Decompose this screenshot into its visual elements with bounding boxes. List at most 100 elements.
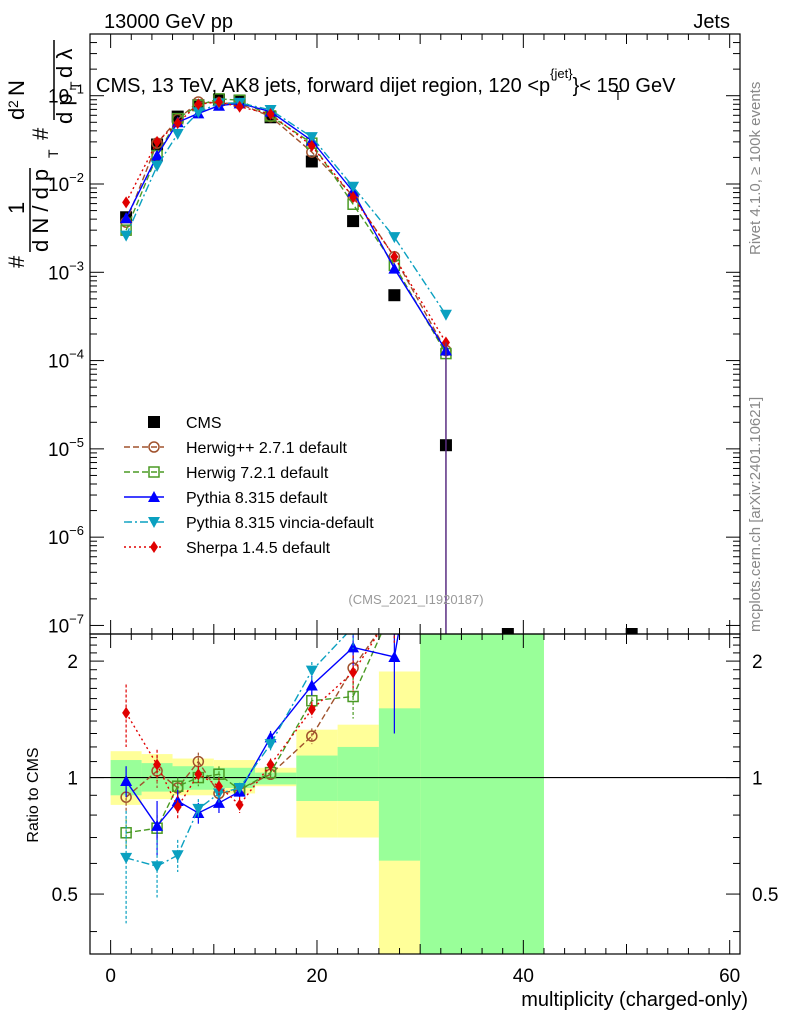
series-4-main-point-9 [388, 232, 401, 244]
ylabel-N2: N [4, 80, 29, 96]
series-5-ratio-point-1 [153, 758, 162, 771]
ratio-band-green-4 [255, 772, 297, 785]
series-5-ratio-point-4 [214, 780, 223, 793]
analysis-id-label: (CMS_2021_I1920187) [348, 592, 483, 607]
series-2-ratio-point-8 [347, 690, 359, 703]
series-0-main-point-8 [347, 215, 360, 228]
series-4-ratio-point-2 [171, 850, 184, 862]
ratio-uncertainty-bands [110, 634, 544, 954]
main-y-tick-label-0: 10−7 [48, 611, 84, 637]
ratio-y-tick-label-l-1: 1 [67, 769, 78, 790]
series-5-main-point-7 [307, 139, 316, 152]
series-3-ratio-point-9 [388, 650, 401, 662]
ylabel-dN: d N / d p [28, 169, 53, 252]
legend-marker-3 [148, 491, 160, 502]
x-axis-label: multiplicity (charged-only) [521, 989, 748, 1011]
side-rivet-label: Rivet 4.1.0, ≥ 100k events [747, 82, 764, 255]
main-series-group [120, 93, 638, 634]
series-5-ratio-line [125, 634, 379, 809]
ratio-panel-frame [89, 633, 741, 955]
series-5-main-point-4 [214, 95, 223, 108]
series-4-ratio-point-0 [120, 852, 133, 864]
ylabel-one: 1 [4, 202, 29, 214]
ratio-y-tick-label-l-0: 0.5 [52, 885, 78, 906]
series-0-main-point-11 [501, 628, 514, 634]
series-5-ratio-point-10 [442, 322, 450, 334]
header-left-label: 13000 GeV pp [104, 11, 233, 33]
series-5-ratio-point-8 [349, 666, 358, 679]
series-5-main-point-1 [153, 135, 162, 148]
series-2-main-line [125, 98, 447, 354]
series-5-ratio-point-7 [307, 703, 316, 716]
x-tick-label-20: 20 [306, 966, 327, 987]
ratio-series-group [120, 201, 452, 924]
series-4-main-point-1 [151, 160, 164, 172]
series-4-ratio-point-7 [305, 665, 318, 677]
series-4-ratio-point-5 [233, 782, 246, 794]
ylabel-hash1: # [4, 255, 29, 268]
series-4-ratio-point-10 [440, 201, 452, 212]
legend-marker-4 [148, 517, 160, 528]
series-5-main-point-3 [194, 98, 203, 111]
legend-label-3: Pythia 8.315 default [186, 490, 328, 507]
ylabel-dp: d p [52, 93, 77, 124]
legend-label-1: Herwig++ 2.7.1 default [186, 440, 348, 457]
ylabel-d2N: d [4, 108, 29, 120]
series-3-ratio-point-0 [120, 774, 133, 786]
series-4-ratio-point-1 [151, 861, 164, 873]
series-5-ratio-point-5 [235, 798, 244, 811]
legend-label-5: Sherpa 1.4.5 default [186, 540, 331, 557]
legend-marker-5 [150, 541, 158, 553]
legend-label-2: Herwig 7.2.1 default [186, 465, 329, 482]
series-3-main-point-1 [151, 149, 164, 161]
legend-marker-0 [148, 416, 160, 428]
series-4-ratio-point-8 [347, 622, 359, 633]
series-5-ratio-point-6 [266, 758, 275, 771]
series-3-main-point-9 [388, 262, 401, 274]
series-5-main-point-6 [266, 108, 275, 121]
series-4-ratio-point-6 [264, 739, 277, 751]
series-5-ratio-point-0 [122, 706, 131, 719]
series-3-ratio-point-1 [151, 819, 164, 831]
series-3-main-line [125, 102, 447, 351]
x-tick-label-0: 0 [105, 966, 116, 987]
legend-marker-2 [148, 466, 160, 478]
ylabel-dlambda: d λ [52, 49, 77, 78]
main-y-tick-label-1: 10−6 [48, 523, 84, 549]
ratio-y-tick-label-r-0: 0.5 [752, 885, 778, 906]
x-tick-label-60: 60 [719, 966, 740, 987]
series-4-main-point-3 [192, 107, 205, 119]
series-5-ratio-point-2 [173, 800, 182, 813]
legend-marker-1 [148, 441, 160, 453]
legend: CMS Herwig++ 2.7.1 default Herwig 7.2.1 de… [124, 415, 374, 557]
main-y-tick-label-2: 10−5 [48, 435, 84, 461]
series-5-main-point-8 [349, 191, 358, 204]
plot-title-main: CMS, 13 TeV, AK8 jets, forward dijet reg… [96, 75, 550, 97]
ratio-band-green-7 [378, 708, 421, 861]
plot-title: CMS, 13 TeV, AK8 jets, forward dijet reg… [96, 66, 676, 97]
ratio-band-green-8 [420, 634, 544, 954]
ratio-y-tick-label-r-2: 2 [752, 652, 763, 673]
plot-title-end: }< 150 GeV [573, 75, 677, 97]
series-5-ratio-point-3 [194, 768, 203, 781]
x-tick-label-40: 40 [513, 966, 534, 987]
series-4-ratio-point-9 [388, 520, 400, 531]
series-3-ratio-point-7 [305, 679, 318, 691]
ylabel-sq: 2 [5, 100, 21, 108]
ylabel-T1: T [45, 149, 61, 158]
ratio-band-green-5 [296, 755, 338, 801]
main-y-tick-label-5: 10−2 [48, 170, 84, 196]
series-0-main-point-9 [388, 289, 401, 302]
ylabel-hash2: # [28, 127, 53, 140]
ratio-y-axis-label: Ratio to CMS [25, 747, 42, 842]
series-4-main-point-2 [171, 128, 184, 140]
main-y-axis-label: # 1 d N / d p T # d 2 N d p T d λ [4, 40, 83, 268]
legend-label-4: Pythia 8.315 vincia-default [186, 515, 374, 532]
series-1-ratio-line [125, 634, 378, 798]
series-4-main-point-7 [305, 132, 318, 144]
side-mcplots-label: mcplots.cern.ch [arXiv:2401.10621] [747, 397, 764, 632]
series-4-ratio-point-3 [192, 803, 205, 815]
header-right-label: Jets [693, 11, 730, 33]
